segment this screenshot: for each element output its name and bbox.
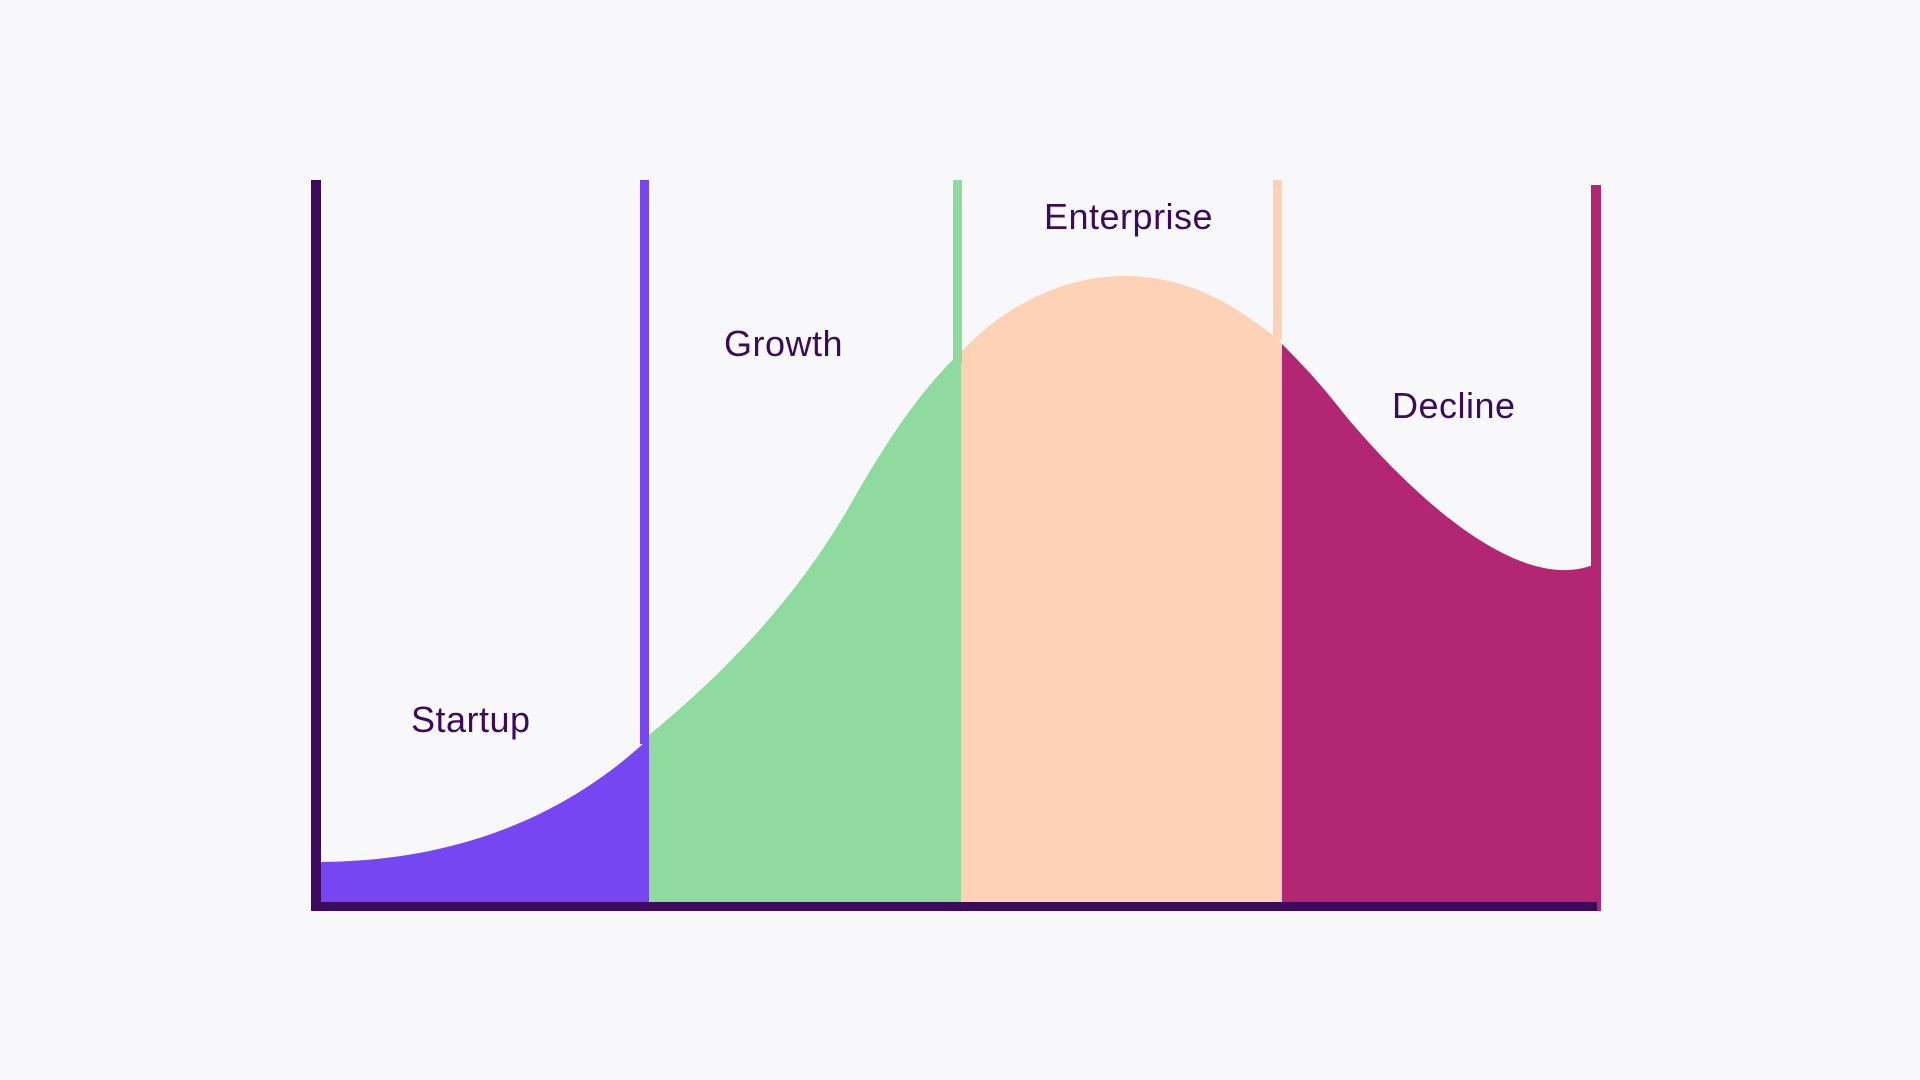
startup-area (316, 742, 649, 903)
growth-divider (953, 180, 962, 363)
enterprise-area (961, 275, 1282, 903)
x-axis (311, 902, 1597, 911)
decline-divider (1591, 185, 1601, 911)
enterprise-label: Enterprise (1044, 196, 1213, 237)
y-axis (311, 180, 321, 911)
startup-divider (640, 180, 649, 744)
growth-area (649, 352, 961, 903)
enterprise-divider (1273, 180, 1282, 340)
growth-label: Growth (724, 323, 843, 364)
startup-label: Startup (411, 699, 531, 740)
decline-label: Decline (1392, 385, 1516, 426)
decline-area (1282, 344, 1598, 903)
